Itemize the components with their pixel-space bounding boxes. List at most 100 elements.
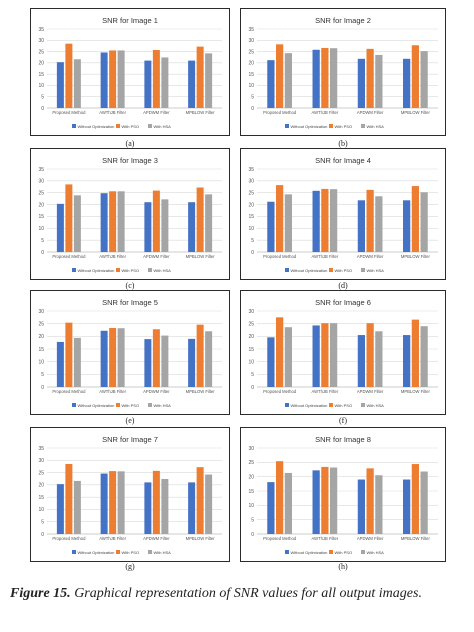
y-tick-label: 10 [248,226,254,232]
bar [117,471,125,534]
y-tick-label: 35 [38,446,44,452]
legend-label: Without Optimization [77,402,115,408]
bar [321,47,329,108]
bar [284,194,292,252]
bar [321,466,329,534]
x-category-label: MPBLOW Filter [186,254,216,259]
legend-swatch [71,550,76,554]
figure-caption: Figure 15. Graphical representation of S… [10,584,468,604]
y-tick-label: 15 [248,489,254,495]
chart-title: SNR for Image 6 [315,298,371,307]
bar [267,60,275,108]
bar [196,187,204,252]
x-category-label: MPBLOW Filter [186,389,216,394]
y-tick-label: 35 [248,27,254,33]
y-tick-label: 30 [38,38,44,44]
chart-panel-1: SNR for Image 1 0 5 10 15 20 25 30 35 Proposed Me… [30,8,230,136]
x-category-label: APDWM Filter [357,254,384,259]
legend-swatch [115,124,120,128]
legend-label: With PSO [121,123,140,129]
x-category-label: AWThJB Filter [311,110,338,115]
bar [117,191,125,252]
bar [152,49,160,108]
y-tick-label: 30 [38,309,44,315]
legend-swatch [328,403,333,407]
bar [109,471,117,534]
chart-panel-7: SNR for Image 7 0 5 10 15 20 25 30 35 Proposed Me… [30,427,230,562]
bar [375,196,383,252]
bar [65,463,73,534]
legend-label: With PSO [334,549,353,555]
y-tick-label: 25 [248,49,254,55]
y-tick-label: 5 [251,517,254,523]
bar [276,317,284,387]
y-tick-label: 5 [41,95,44,101]
x-category-label: AWThJB Filter [311,389,338,394]
legend-label: Without Optimization [77,267,115,273]
legend-swatch [360,268,365,272]
y-tick-label: 15 [248,347,254,353]
legend-label: With HSA [366,123,384,129]
legend-swatch [328,268,333,272]
chart-svg: 0 5 10 15 20 25 30 Proposed Method AWThJB Filter… [248,446,438,541]
legend-label: With HSA [153,267,171,273]
bar [73,195,81,252]
chart-title: SNR for Image 7 [102,435,158,444]
bar [205,331,213,387]
bar [312,470,320,534]
y-tick-label: 10 [248,83,254,89]
bar [366,468,374,534]
bar [276,44,284,108]
legend-swatch [147,124,152,128]
bar [284,472,292,534]
bar [188,338,196,387]
bar [73,337,81,387]
y-tick-label: 10 [248,359,254,365]
x-category-label: Proposed Method [263,110,297,115]
bar [329,48,338,108]
legend-label: With HSA [153,123,171,129]
x-category-label: MPBLOW Filter [186,110,216,115]
panel-letter: (h) [338,562,348,571]
bar [161,199,169,252]
chart-svg: 0 5 10 15 20 25 30 35 Proposed Method AWThJB Filt… [38,446,222,541]
bar [188,482,196,534]
bar [403,200,411,252]
bar [205,53,213,108]
bar [152,190,160,252]
bar [420,51,428,108]
bar [196,324,204,387]
bar [321,323,329,387]
panel-letter: (d) [338,281,348,290]
y-tick-label: 0 [41,532,44,538]
bar [188,60,196,108]
x-category-label: APDWM Filter [143,389,170,394]
x-category-label: APDWM Filter [357,110,384,115]
y-tick-label: 15 [248,72,254,78]
bar [65,322,73,387]
legend-swatch [147,268,152,272]
y-tick-label: 5 [41,520,44,526]
bar [366,323,374,387]
x-category-label: APDWM Filter [143,254,170,259]
bar [321,188,329,252]
y-tick-label: 5 [41,238,44,244]
bar [205,194,213,252]
legend-swatch [360,124,365,128]
legend-label: Without Optimization [290,267,328,273]
x-category-label: Proposed Method [52,254,86,259]
bar [357,200,366,252]
bar [366,48,374,108]
x-category-label: MPBLOW Filter [401,389,431,394]
bar [403,335,411,387]
legend-swatch [147,550,152,554]
bar [56,62,64,108]
bar [329,323,338,387]
legend-label: With HSA [153,402,171,408]
bar [144,482,152,534]
bar [411,45,419,108]
y-tick-label: 0 [251,250,254,256]
bar [205,474,213,534]
x-category-label: APDWM Filter [143,536,170,541]
